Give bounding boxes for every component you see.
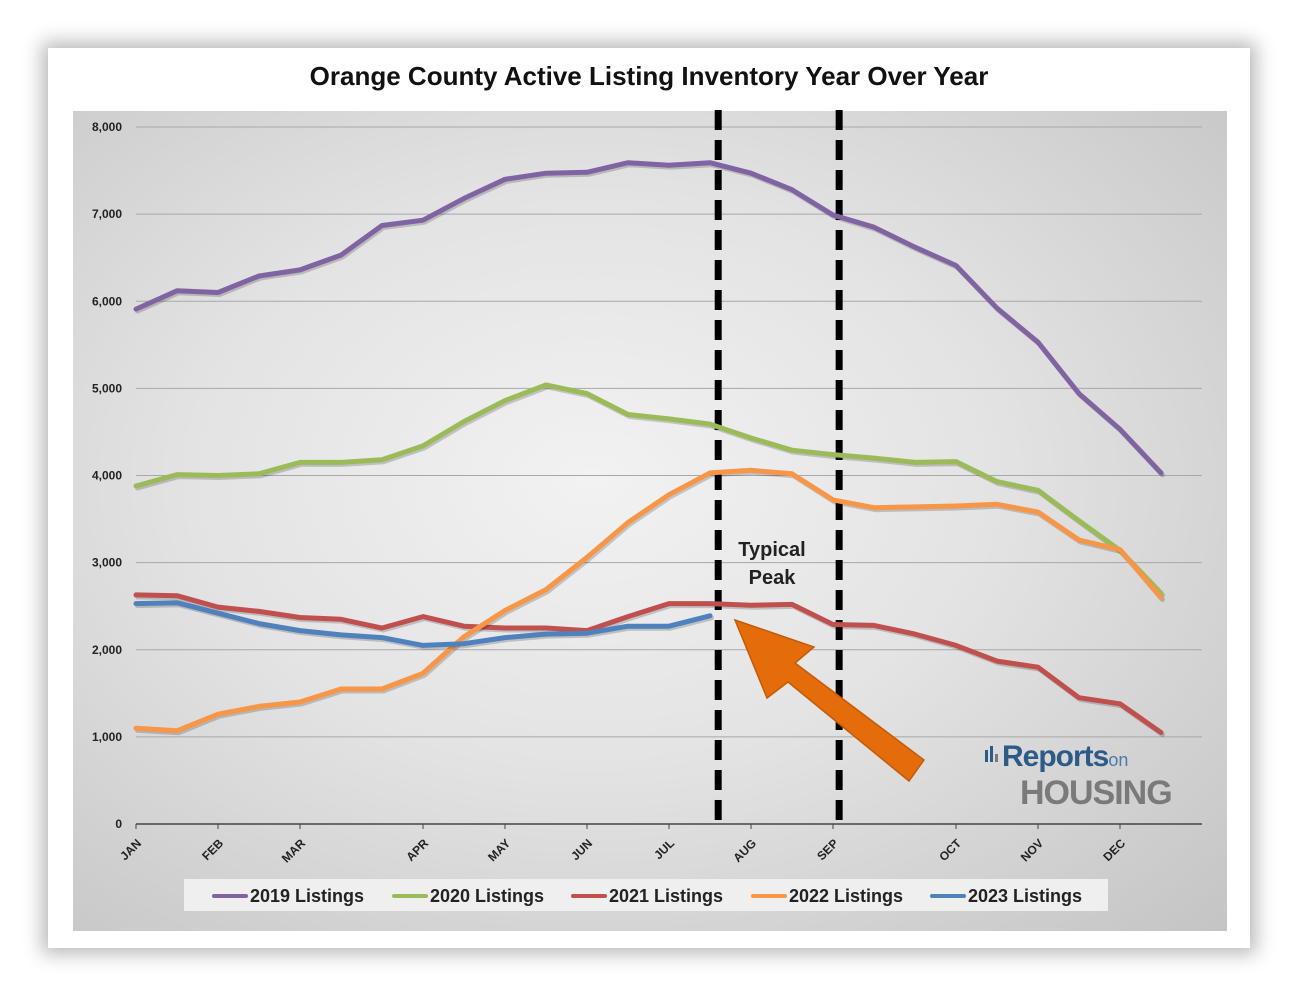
x-tick-label: DEC — [1100, 836, 1128, 864]
grid-layer — [136, 126, 1202, 825]
x-tick-label: JUL — [651, 836, 677, 862]
legend-item: 2022 Listings — [751, 885, 903, 907]
x-tick-label: OCT — [936, 836, 964, 864]
x-tick-label: MAR — [279, 836, 308, 865]
legend-swatch — [571, 894, 607, 898]
legend-swatch — [392, 894, 428, 898]
logo-initial: R — [1002, 740, 1024, 773]
logo-word2: HOUSING — [1020, 774, 1173, 812]
arrow-layer — [733, 618, 926, 783]
series-line-2022 — [133, 467, 1164, 734]
x-tick-label: MAY — [485, 836, 513, 864]
x-tick-label: JAN — [117, 836, 144, 863]
y-axis-ticks: 0 1,000 2,000 3,000 4,000 5,000 6,000 7,000 8,00… — [92, 120, 122, 831]
series-line-2021 — [133, 592, 1164, 735]
x-axis-ticks: JAN FEB MAR APR MAY JUN JUL AUG SEP OCT NOV DEC — [117, 824, 1128, 865]
logo-word1: eports — [1022, 740, 1110, 773]
annotation-line1: Typical — [738, 539, 806, 561]
y-tick-label: 1,000 — [92, 730, 122, 744]
y-tick-label: 7,000 — [92, 207, 122, 221]
legend-label: 2023 Listings — [968, 885, 1083, 906]
legend-swatch — [212, 894, 248, 898]
logo-word1-small: on — [1108, 750, 1129, 770]
arrow-icon — [733, 618, 926, 783]
x-tick-label: FEB — [199, 836, 226, 863]
legend-item: 2021 Listings — [571, 885, 723, 907]
y-tick-label: 5,000 — [92, 381, 122, 395]
logo-line1: Reportson — [1002, 740, 1128, 774]
y-tick-label: 2,000 — [92, 643, 122, 657]
legend-label: 2020 Listings — [430, 885, 545, 906]
legend-label: 2022 Listings — [789, 885, 904, 906]
annotation-line2: Peak — [748, 567, 796, 589]
x-tick-label: JUN — [568, 836, 595, 863]
legend-swatch — [751, 894, 787, 898]
x-tick-label: AUG — [730, 836, 759, 865]
reports-on-housing-logo: Reportson HOUSING — [984, 740, 1194, 815]
plot-area — [73, 111, 1227, 931]
y-tick-label: 0 — [115, 817, 122, 831]
logo-mark-icon — [985, 746, 998, 762]
legend-label: 2019 Listings — [250, 885, 365, 906]
series-line-2023 — [133, 600, 713, 648]
peak-markers — [714, 110, 843, 826]
y-tick-label: 6,000 — [92, 294, 122, 308]
y-tick-label: 3,000 — [92, 556, 122, 570]
x-tick-label: SEP — [814, 836, 841, 863]
typical-peak-label: Typical Peak — [722, 536, 822, 592]
y-tick-label: 4,000 — [92, 469, 122, 483]
series-line-2019 — [133, 160, 1164, 476]
series-layer — [133, 160, 1165, 737]
legend-item: 2019 Listings — [212, 885, 364, 907]
legend-label: 2021 Listings — [609, 885, 724, 906]
chart-title: Orange County Active Listing Inventory Y… — [309, 61, 989, 91]
y-tick-label: 8,000 — [92, 120, 122, 134]
x-tick-label: NOV — [1018, 836, 1046, 864]
legend-swatch — [930, 894, 966, 898]
legend-item: 2020 Listings — [392, 885, 544, 907]
x-tick-label: APR — [403, 836, 431, 864]
series-line-2020 — [133, 382, 1164, 596]
series-shadow — [135, 469, 1165, 736]
legend-item: 2023 Listings — [930, 885, 1082, 907]
